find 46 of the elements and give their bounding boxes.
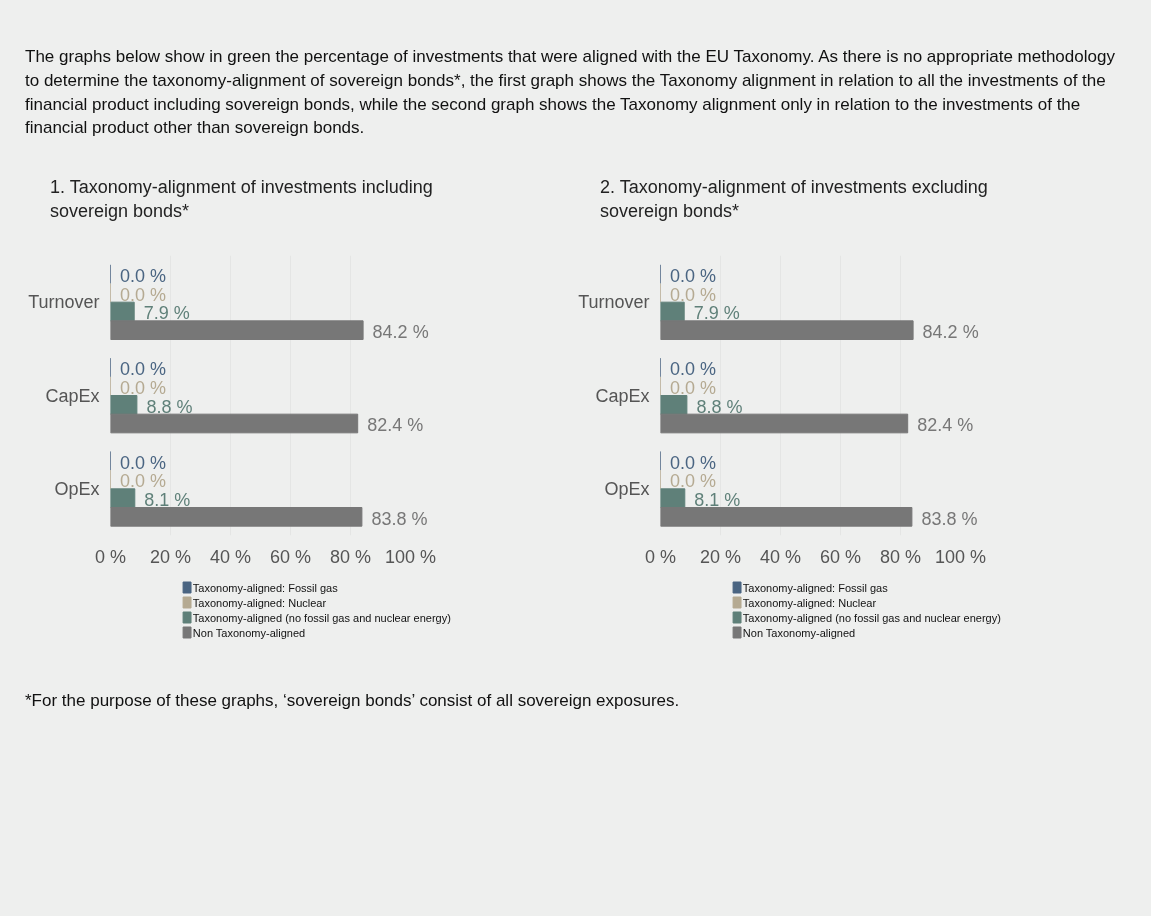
data-label: 0.0 % (670, 265, 717, 287)
data-label: 0.0 % (120, 358, 167, 380)
y-tick-label: OpEx (54, 479, 100, 500)
data-label: 8.1 % (144, 489, 191, 511)
x-tick-label: 0 % (94, 546, 127, 567)
x-tick-label: 100 % (934, 546, 987, 567)
legend-label: Taxonomy-aligned: Fossil gas (742, 581, 889, 594)
x-tick-label: 80 % (879, 546, 922, 567)
y-tick-label: CapEx (45, 385, 100, 406)
y-tick-label: Turnover (578, 292, 650, 313)
legend-label: Taxonomy-aligned (no fossil gas and nuclear energy) (742, 611, 1001, 624)
text: The graphs below show in green the percentage of investments that were aligned with the EU Taxonomy. As there is no appropriate methodology to determine the taxonomy-alignment of sovereign bonds*, the first graph shows the Taxonomy alignment in relation to all the investments of the financial product including sovereign bonds, while the second graph shows the Taxonomy alignment only in relation to the investments of the financial product other than sovereign bonds. (25, 46, 1115, 140)
chart-title: 1. Taxonomy-alignment of investments including sovereign bonds* (50, 176, 434, 224)
y-tick-label: Turnover (28, 292, 100, 313)
x-tick-label: 40 % (209, 546, 252, 567)
x-tick-label: 40 % (759, 546, 802, 567)
text: *For the purpose of these graphs, ‘sovereign bonds’ consist of all sovereign exposures. (25, 690, 680, 713)
data-label: 0.0 % (120, 377, 167, 399)
legend-label: Non Taxonomy-aligned (192, 626, 306, 639)
legend-label: Taxonomy-aligned: Fossil gas (192, 581, 339, 594)
data-label: 0.0 % (670, 358, 717, 380)
chart-title: 2. Taxonomy-alignment of investments excluding sovereign bonds* (600, 176, 989, 224)
data-label: 83.8 % (921, 508, 978, 530)
legend-label: Taxonomy-aligned: Nuclear (742, 596, 877, 609)
data-label: 0.0 % (120, 265, 167, 287)
legend-label: Non Taxonomy-aligned (742, 626, 856, 639)
x-tick-label: 20 % (149, 546, 192, 567)
legend-label: Taxonomy-aligned: Nuclear (192, 596, 327, 609)
data-label: 0.0 % (670, 377, 717, 399)
data-label: 82.4 % (917, 414, 974, 436)
y-tick-label: OpEx (604, 479, 650, 500)
x-tick-label: 80 % (329, 546, 372, 567)
x-tick-label: 20 % (699, 546, 742, 567)
x-tick-label: 0 % (644, 546, 677, 567)
data-label: 83.8 % (371, 508, 428, 530)
x-tick-label: 60 % (269, 546, 312, 567)
data-label: 8.1 % (694, 489, 741, 511)
x-tick-label: 60 % (819, 546, 862, 567)
data-label: 82.4 % (367, 414, 424, 436)
data-label: 8.8 % (696, 396, 743, 418)
x-tick-label: 100 % (384, 546, 437, 567)
data-label: 84.2 % (922, 321, 979, 343)
y-tick-label: CapEx (595, 385, 650, 406)
data-label: 8.8 % (146, 396, 193, 418)
legend-label: Taxonomy-aligned (no fossil gas and nuclear energy) (192, 611, 451, 624)
data-label: 84.2 % (372, 321, 429, 343)
